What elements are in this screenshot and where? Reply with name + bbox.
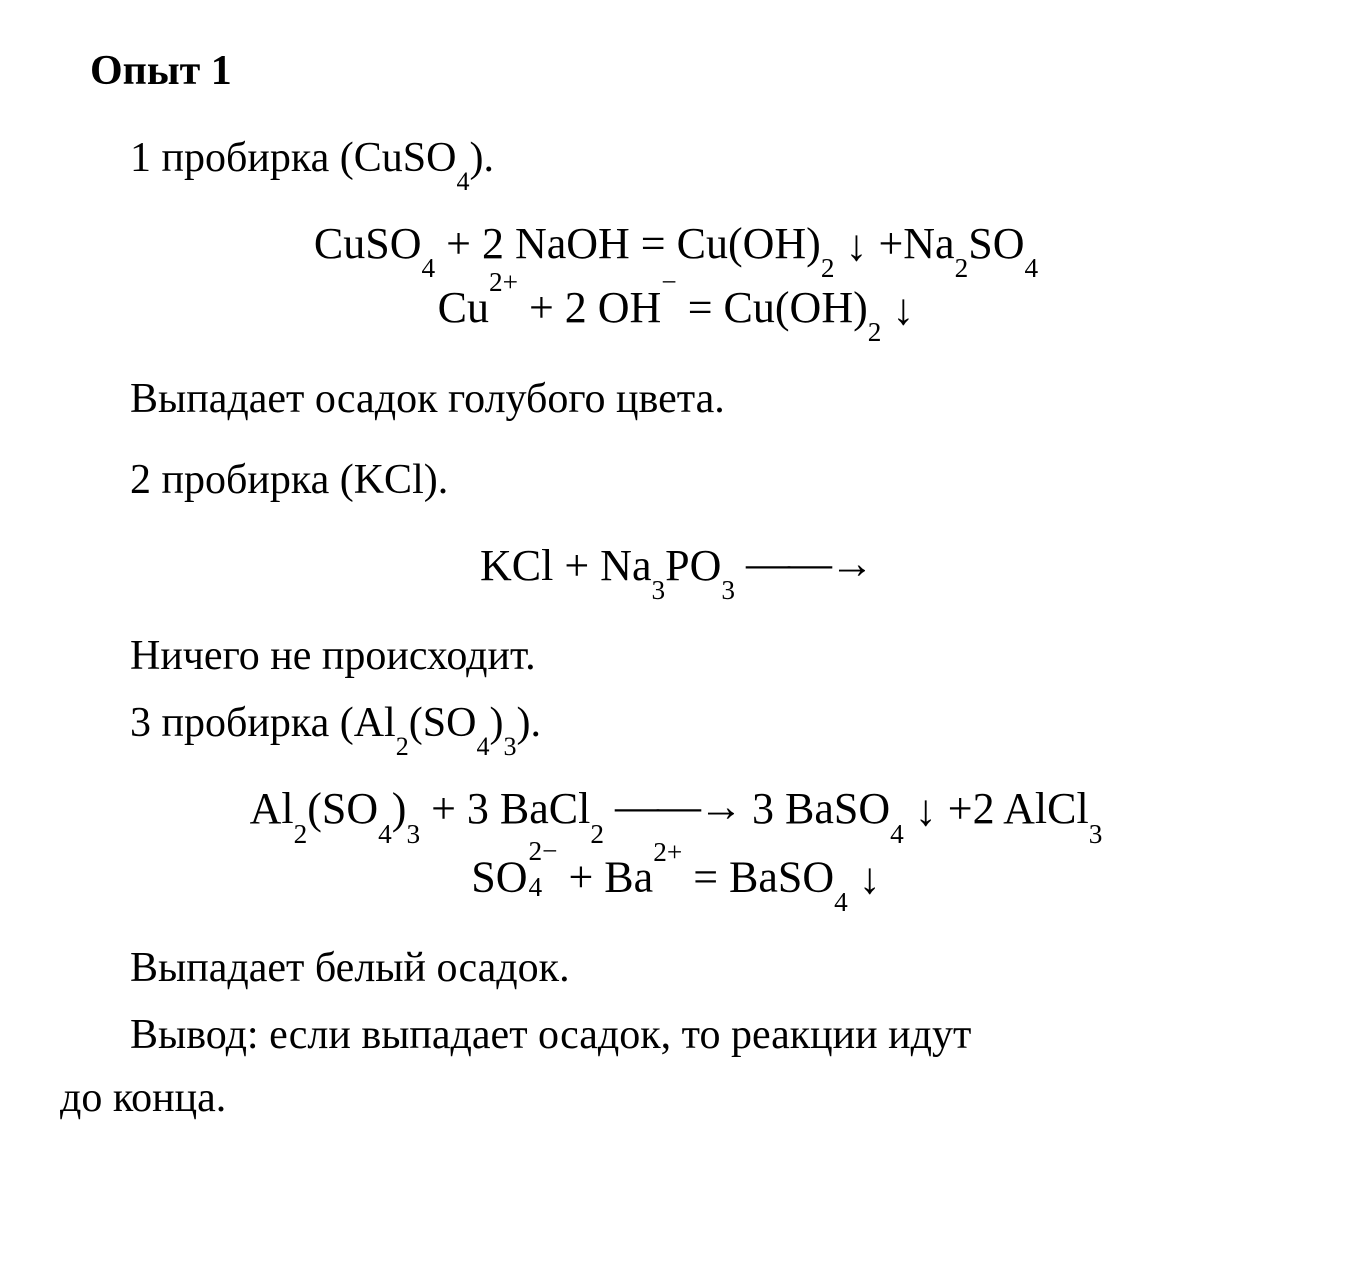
paragraph-conclusion-line2: до конца. <box>60 1067 1292 1130</box>
equation-block-1: CuSO4 + 2 NaOH = Cu(OH)2 ↓ +Na2SO4 Cu2+ … <box>60 212 1292 340</box>
equation-block-2: KCl + Na3PO3 ——→ <box>60 534 1292 598</box>
equation-block-3: Al2(SO4)3 + 3 BaCl2 ——→ 3 BaSO4 ↓ +2 AlC… <box>60 777 1292 909</box>
equation-2: KCl + Na3PO3 ——→ <box>60 534 1292 598</box>
paragraph-tube-1: 1 пробирка (CuSO4). <box>60 127 1292 190</box>
paragraph-tube-2: 2 пробирка (KCl). <box>60 449 1292 512</box>
document-page: Опыт 1 1 пробирка (CuSO4). CuSO4 + 2 NaO… <box>0 0 1352 1268</box>
equation-1-ionic: Cu2+ + 2 OH− = Cu(OH)2 ↓ <box>60 276 1292 340</box>
equation-3-molecular: Al2(SO4)3 + 3 BaCl2 ——→ 3 BaSO4 ↓ +2 AlC… <box>60 777 1292 841</box>
paragraph-blue-precipitate: Выпадает осадок голубого цвета. <box>60 368 1292 431</box>
paragraph-white-precipitate: Выпадает белый осадок. <box>60 937 1292 1000</box>
equation-3-ionic: SO2−4 + Ba2+ = BaSO4 ↓ <box>60 841 1292 909</box>
paragraph-tube-3: 3 пробирка (Al2(SO4)3). <box>60 692 1292 755</box>
heading-experiment-1: Опыт 1 <box>90 40 1292 103</box>
paragraph-conclusion-line1: Вывод: если выпадает осадок, то реакции … <box>60 1004 1292 1067</box>
paragraph-nothing-happens: Ничего не происходит. <box>60 625 1292 688</box>
